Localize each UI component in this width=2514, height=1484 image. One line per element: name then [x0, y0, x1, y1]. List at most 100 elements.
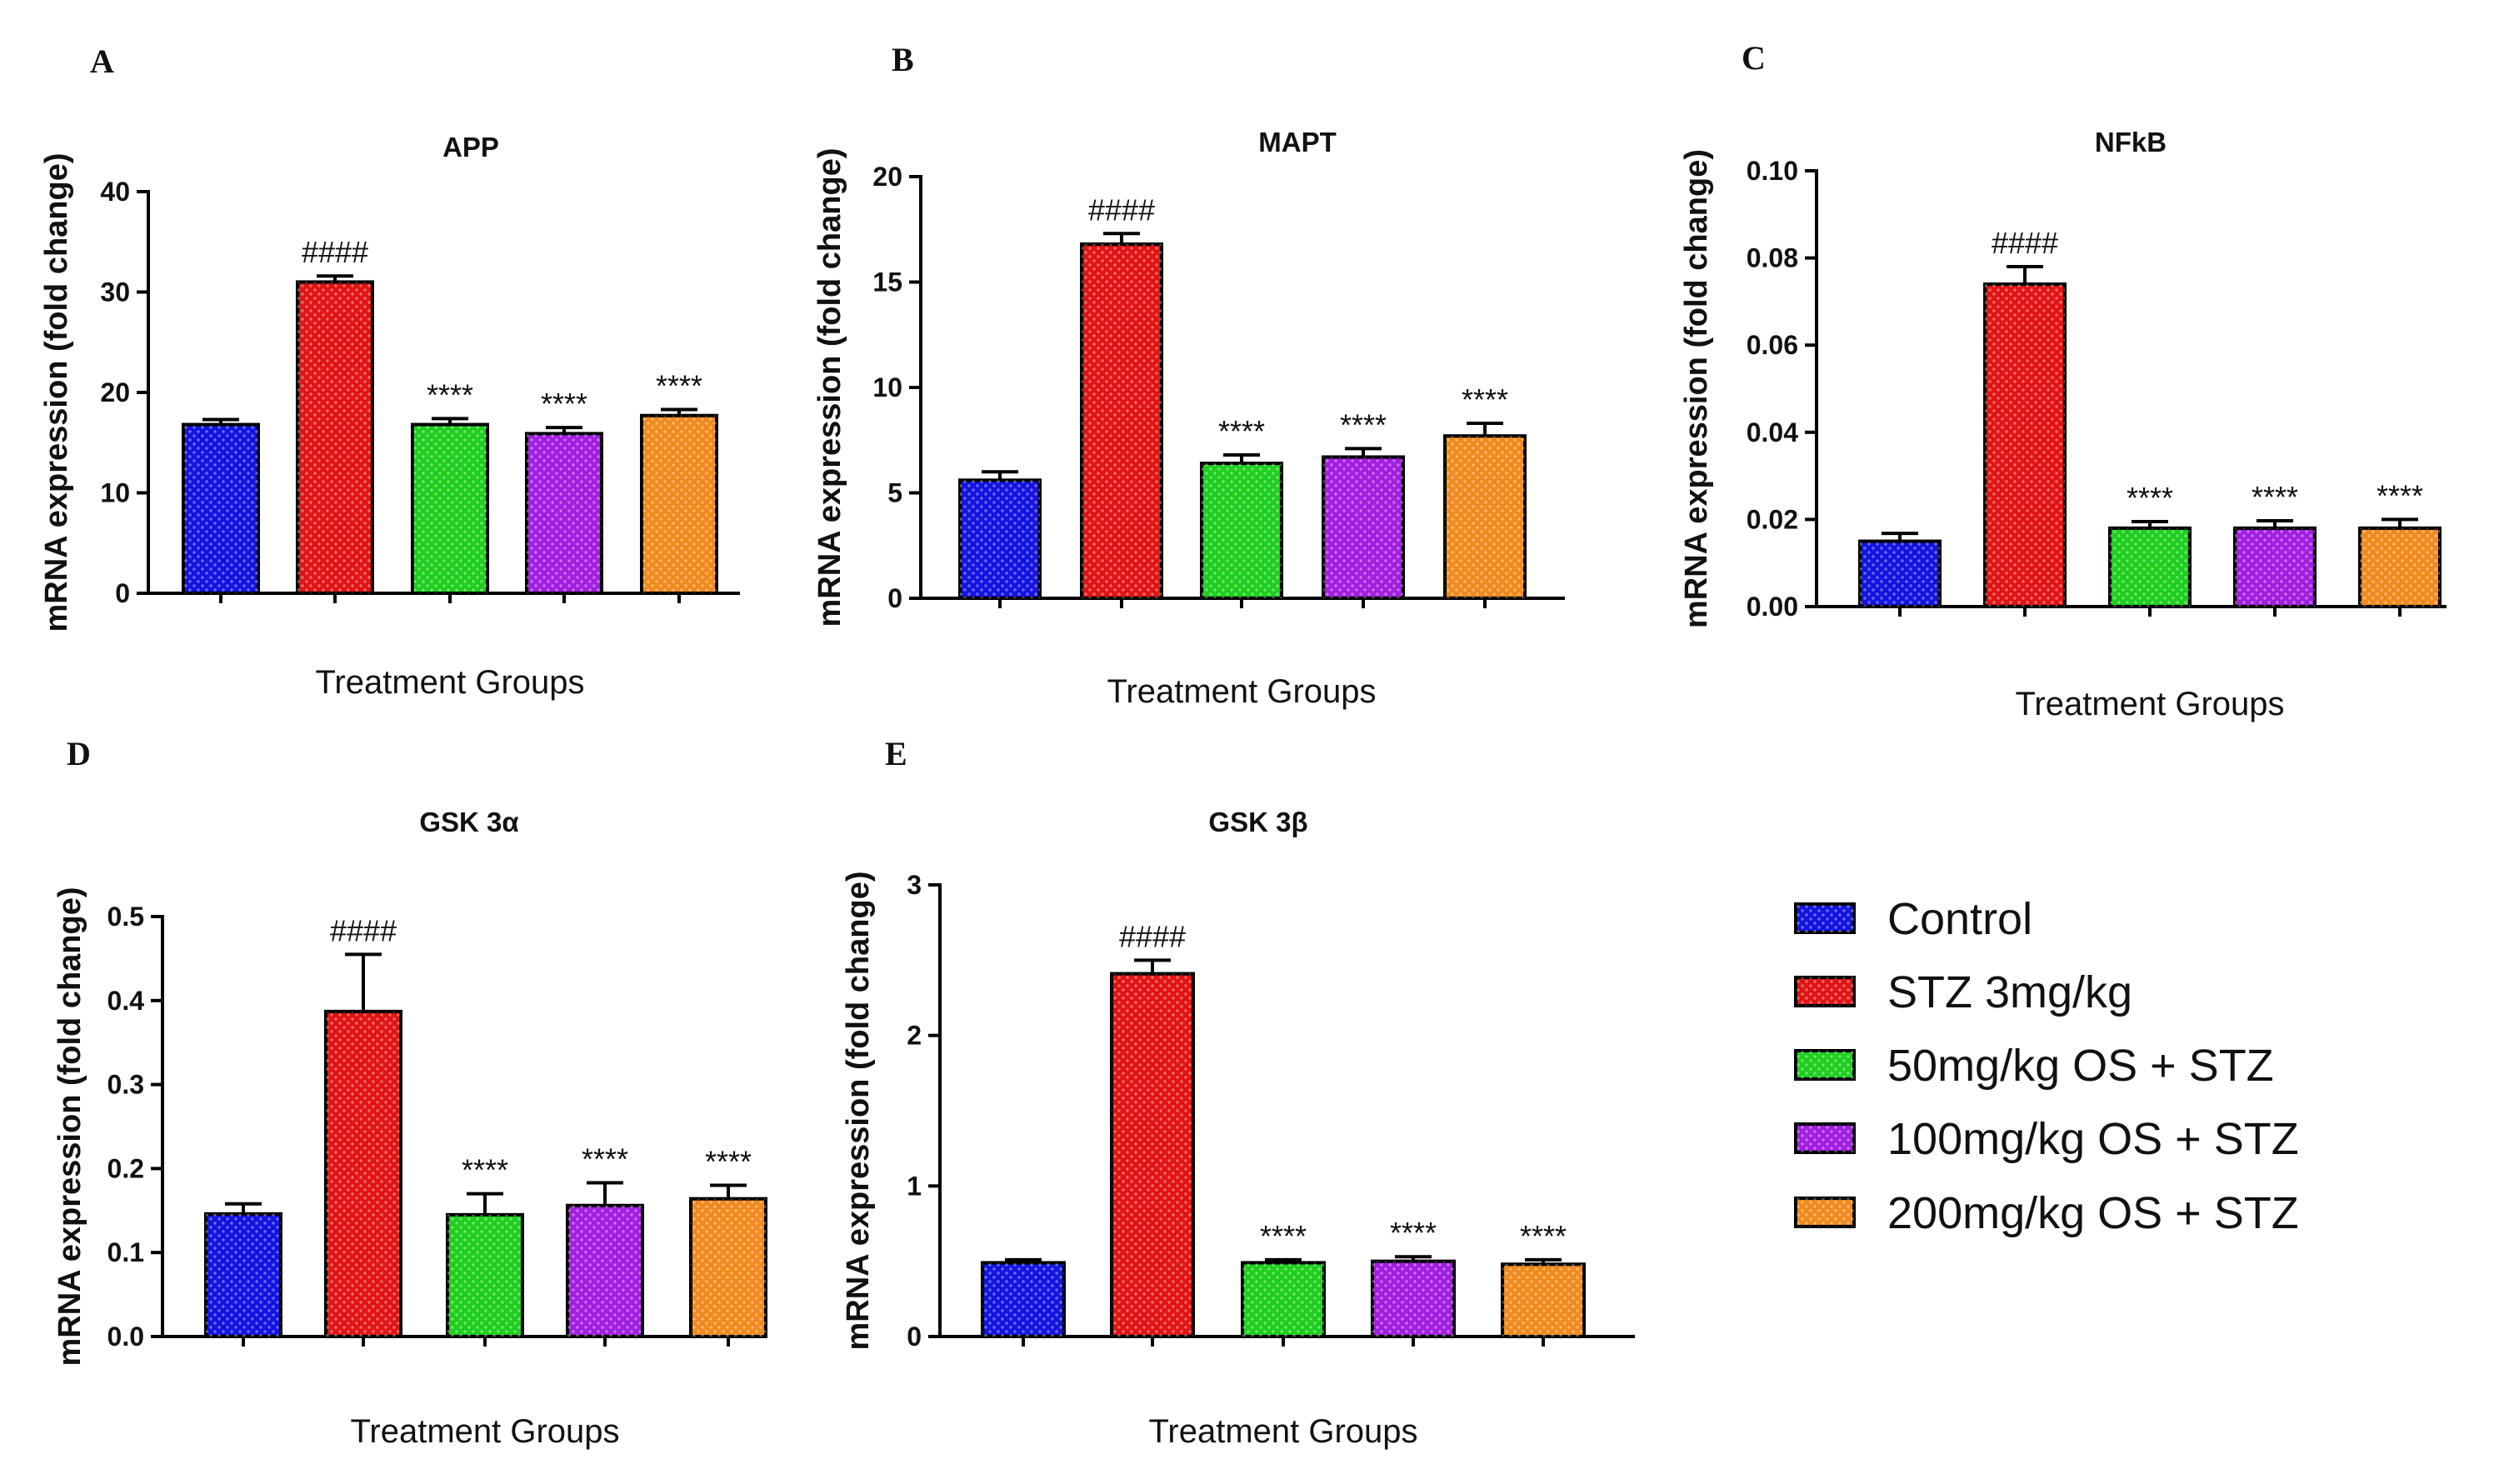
y-tick-label: 20	[872, 162, 902, 192]
significance-label: ****	[656, 368, 702, 402]
y-tick-label: 15	[872, 267, 902, 297]
y-tick-label: 0.1	[107, 1237, 144, 1267]
chart-panel-c: C NFkB 0.00 0.02 0.04 0.06 0.08 0.10 mRNA expres…	[1679, 39, 2447, 722]
bar-texture	[2110, 527, 2190, 607]
significance-label: ####	[1992, 226, 2058, 260]
bar-1	[958, 470, 1042, 600]
bar-texture	[206, 1213, 281, 1337]
significance-label: ****	[1260, 1219, 1307, 1253]
y-tick-label: 2	[907, 1021, 922, 1051]
bar-2: ####	[1110, 919, 1195, 1339]
bar-texture	[297, 282, 372, 593]
y-tick-label: 0.10	[1747, 156, 1798, 186]
chart-title: MAPT	[1258, 127, 1337, 157]
y-tick-label: 0.02	[1747, 504, 1798, 534]
chart-title: NFkB	[2095, 127, 2167, 157]
chart-title: GSK 3α	[419, 807, 518, 837]
y-tick-label: 1	[907, 1171, 922, 1201]
y-tick-label: 0	[115, 578, 130, 608]
bar-texture	[2235, 527, 2315, 607]
significance-label: ####	[330, 913, 397, 947]
y-tick-label: 40	[100, 177, 130, 207]
bar-texture	[642, 415, 717, 593]
bar-texture	[691, 1198, 766, 1337]
y-tick-label: 0	[907, 1322, 922, 1352]
bar-4: ****	[525, 387, 603, 596]
bar-texture	[1985, 283, 2065, 607]
bar-texture	[1372, 1261, 1454, 1337]
y-tick-label: 10	[872, 372, 902, 402]
bar-texture	[1242, 1262, 1324, 1337]
legend-item: Control	[1794, 894, 2032, 944]
legend-label: STZ 3mg/kg	[1887, 967, 2132, 1017]
panel-label: E	[885, 735, 907, 772]
y-tick-label: 0.4	[107, 986, 145, 1016]
significance-label: ****	[2377, 478, 2423, 512]
significance-label: ####	[1119, 919, 1186, 953]
chart-title: APP	[442, 132, 499, 162]
y-tick-label: 0.00	[1747, 592, 1798, 622]
significance-label: ****	[582, 1142, 628, 1177]
significance-label: ####	[1088, 192, 1155, 227]
y-tick-label: 20	[100, 377, 130, 407]
x-axis-label: Treatment Groups	[1107, 673, 1376, 710]
bar-texture	[1445, 436, 1525, 598]
bar-texture	[1502, 1264, 1584, 1337]
legend-item: 100mg/kg OS + STZ	[1794, 1114, 2299, 1164]
bar-texture	[1202, 463, 1282, 598]
bar-2: ####	[324, 913, 402, 1339]
significance-label: ****	[462, 1153, 508, 1187]
bar-5: ****	[689, 1145, 767, 1338]
bar-texture	[412, 424, 487, 593]
y-tick-label: 3	[907, 870, 922, 900]
bar-3: ****	[2108, 481, 2192, 608]
significance-label: ****	[705, 1145, 752, 1179]
y-tick-label: 0.04	[1747, 417, 1798, 447]
y-axis-label: mRNA expression (fold change)	[1679, 149, 1714, 628]
bar-5: ****	[640, 368, 718, 595]
bar-texture	[982, 1262, 1064, 1337]
bar-4: ****	[566, 1142, 644, 1338]
bar-4: ****	[1371, 1216, 1456, 1338]
bar-2: ####	[1983, 226, 2067, 608]
bar-texture	[2360, 527, 2440, 607]
x-axis-label: Treatment Groups	[2015, 686, 2284, 722]
y-tick-label: 10	[100, 478, 130, 508]
legend: Control STZ 3mg/kg 50mg/kg OS + STZ 100mg/k…	[1794, 894, 2299, 1238]
legend-label: 50mg/kg OS + STZ	[1887, 1041, 2274, 1091]
bar-texture	[960, 480, 1040, 598]
bar-2: ####	[1080, 192, 1163, 600]
legend-item: 200mg/kg OS + STZ	[1794, 1188, 2299, 1238]
bar-3: ****	[446, 1153, 524, 1338]
chart-panel-d: D GSK 3α 0.0 0.1 0.2 0.3 0.4 0.5 mRNA expression…	[52, 735, 767, 1450]
y-axis-label: mRNA expression (fold change)	[39, 152, 74, 632]
significance-label: ****	[1340, 407, 1387, 442]
y-tick-label: 30	[100, 277, 130, 307]
significance-label: ****	[541, 387, 587, 421]
x-axis-label: Treatment Groups	[315, 664, 584, 701]
bar-4: ****	[2233, 480, 2317, 608]
bar-1	[1858, 532, 1942, 608]
chart-panel-a: A APP 0 10 20 30 40 mRNA expression (fold chang…	[39, 42, 740, 701]
legend-label: 100mg/kg OS + STZ	[1887, 1114, 2299, 1164]
legend-swatch-texture	[1796, 1051, 1854, 1079]
bar-5: ****	[2358, 478, 2442, 608]
legend-swatch-texture	[1796, 1198, 1854, 1227]
y-tick-label: 0	[887, 583, 902, 613]
bar-texture	[447, 1214, 522, 1337]
significance-label: ****	[2252, 480, 2298, 514]
bar-texture	[1082, 243, 1162, 598]
bar-texture	[1860, 541, 1940, 607]
y-tick-label: 0.5	[107, 902, 144, 932]
bar-texture	[527, 433, 602, 593]
significance-label: ####	[302, 235, 368, 269]
panel-label: D	[67, 735, 91, 772]
legend-swatch-texture	[1796, 1124, 1854, 1152]
chart-panel-b: B MAPT 0 5 10 15 20 mRNA expression (fold chang…	[812, 41, 1565, 710]
bar-texture	[183, 424, 258, 593]
y-tick-label: 0.2	[107, 1153, 144, 1183]
legend-swatch-texture	[1796, 977, 1854, 1006]
bar-3: ****	[411, 377, 489, 595]
significance-label: ****	[1462, 382, 1508, 417]
legend-item: 50mg/kg OS + STZ	[1794, 1041, 2274, 1091]
